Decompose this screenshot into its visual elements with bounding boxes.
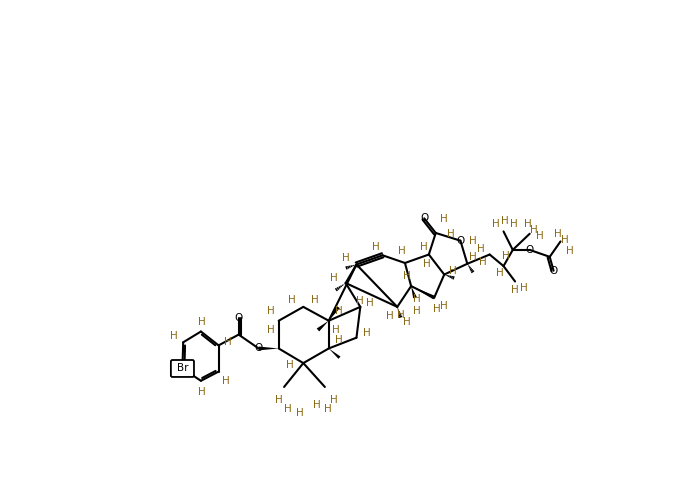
Text: H: H bbox=[342, 254, 350, 264]
Text: H: H bbox=[398, 246, 406, 257]
Text: H: H bbox=[286, 360, 294, 369]
Text: H: H bbox=[363, 328, 370, 338]
Text: H: H bbox=[403, 271, 411, 281]
Text: H: H bbox=[492, 219, 499, 229]
Text: H: H bbox=[413, 294, 421, 304]
Text: H: H bbox=[501, 216, 509, 226]
Text: H: H bbox=[502, 251, 510, 261]
Text: H: H bbox=[387, 311, 394, 321]
Text: H: H bbox=[554, 229, 561, 239]
Text: O: O bbox=[255, 343, 263, 353]
Text: O: O bbox=[456, 236, 464, 245]
Text: H: H bbox=[422, 259, 431, 269]
Polygon shape bbox=[316, 321, 329, 332]
Text: H: H bbox=[479, 257, 486, 267]
Text: H: H bbox=[224, 337, 232, 347]
Text: H: H bbox=[332, 325, 340, 335]
Text: O: O bbox=[235, 312, 243, 323]
Text: H: H bbox=[296, 408, 303, 418]
Text: Br: Br bbox=[177, 363, 189, 373]
Text: H: H bbox=[170, 331, 178, 341]
Polygon shape bbox=[259, 347, 279, 350]
FancyBboxPatch shape bbox=[171, 360, 194, 377]
Text: H: H bbox=[267, 306, 275, 317]
Text: H: H bbox=[403, 318, 411, 327]
Text: H: H bbox=[222, 376, 230, 386]
Text: H: H bbox=[356, 296, 364, 306]
Text: O: O bbox=[526, 245, 534, 255]
Text: H: H bbox=[420, 242, 427, 252]
Text: H: H bbox=[330, 273, 338, 283]
Text: H: H bbox=[566, 245, 574, 256]
Text: H: H bbox=[335, 306, 343, 317]
Text: H: H bbox=[198, 318, 206, 327]
Polygon shape bbox=[411, 286, 435, 299]
Text: H: H bbox=[372, 242, 380, 252]
Text: H: H bbox=[311, 295, 319, 305]
Text: H: H bbox=[267, 325, 275, 335]
Text: H: H bbox=[449, 267, 457, 277]
Text: H: H bbox=[511, 285, 519, 295]
Text: H: H bbox=[510, 219, 518, 229]
Text: H: H bbox=[198, 387, 206, 397]
Text: H: H bbox=[324, 404, 332, 414]
Text: H: H bbox=[397, 309, 405, 320]
Text: H: H bbox=[284, 404, 292, 413]
Text: H: H bbox=[477, 244, 484, 254]
Text: H: H bbox=[530, 225, 538, 235]
Text: H: H bbox=[447, 229, 455, 239]
Text: H: H bbox=[365, 298, 374, 308]
Text: H: H bbox=[330, 395, 338, 405]
Text: O: O bbox=[420, 213, 429, 223]
Text: O: O bbox=[550, 266, 558, 276]
Polygon shape bbox=[411, 286, 417, 298]
Text: H: H bbox=[288, 295, 296, 305]
Text: H: H bbox=[413, 306, 421, 316]
Polygon shape bbox=[329, 348, 341, 359]
Text: H: H bbox=[275, 395, 283, 405]
Text: H: H bbox=[440, 214, 447, 224]
Text: H: H bbox=[440, 301, 447, 311]
Text: H: H bbox=[433, 304, 441, 314]
Text: H: H bbox=[469, 236, 477, 246]
Text: H: H bbox=[524, 219, 532, 229]
Text: H: H bbox=[536, 231, 544, 241]
Text: H: H bbox=[313, 400, 321, 410]
Text: H: H bbox=[519, 283, 528, 293]
Text: H: H bbox=[335, 335, 343, 345]
Text: H: H bbox=[469, 252, 477, 262]
Polygon shape bbox=[329, 305, 340, 321]
Text: H: H bbox=[561, 235, 569, 245]
Text: H: H bbox=[496, 268, 504, 278]
